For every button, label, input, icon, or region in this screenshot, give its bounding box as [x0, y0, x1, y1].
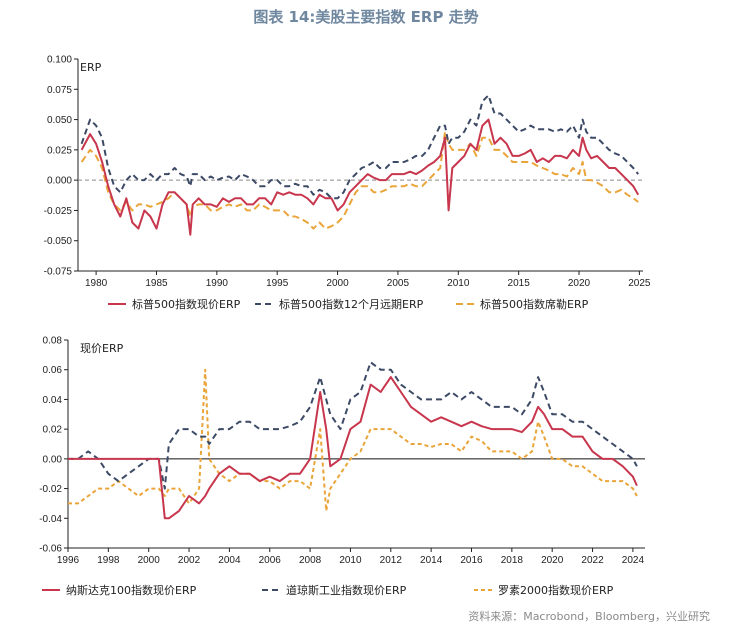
figure-title: 图表 14:美股主要指数 ERP 走势: [253, 8, 479, 26]
x-tick-label: 2015: [508, 278, 531, 289]
y-tick-label: 0.00: [43, 454, 63, 465]
x-tick-label: 2010: [447, 278, 470, 289]
x-tick-label: 2025: [628, 278, 651, 289]
x-tick-label: 1980: [85, 278, 108, 289]
y-axis-label: ERP: [80, 61, 102, 74]
x-tick-label: 2002: [178, 555, 201, 566]
legend-label: 标普500指数席勒ERP: [480, 297, 589, 311]
series-line-3: [68, 368, 638, 512]
x-tick-label: 2014: [420, 555, 443, 566]
legend-label: 标普500指数12个月远期ERP: [279, 297, 424, 311]
x-tick-label: 1996: [57, 555, 80, 566]
x-tick-label: 1995: [266, 278, 289, 289]
y-tick-label: -0.04: [39, 514, 62, 525]
x-tick-label: 2004: [218, 555, 241, 566]
y-tick-label: -0.06: [39, 544, 62, 555]
y-tick-label: 0.025: [47, 145, 72, 156]
y-tick-label: 0.000: [47, 176, 72, 187]
y-tick-label: 0.08: [43, 336, 63, 347]
x-tick-label: 2024: [622, 555, 645, 566]
y-tick-label: -0.025: [44, 206, 73, 217]
x-tick-label: 2016: [460, 555, 483, 566]
y-tick-label: 0.02: [43, 425, 63, 436]
x-tick-label: 2010: [339, 555, 362, 566]
series-line-2: [80, 94, 639, 200]
x-tick-label: 1985: [145, 278, 168, 289]
y-tick-label: 0.050: [47, 115, 72, 126]
x-tick-label: 2000: [326, 278, 349, 289]
y-tick-label: 0.06: [43, 365, 63, 376]
x-tick-label: 2005: [387, 278, 410, 289]
x-tick-label: 2020: [568, 278, 591, 289]
legend-label: 纳斯达克100指数现价ERP: [66, 583, 197, 597]
y-tick-label: 0.04: [43, 395, 63, 406]
x-tick-label: 2012: [380, 555, 403, 566]
series-line-1: [68, 376, 638, 520]
x-tick-label: 2000: [138, 555, 161, 566]
legend-label: 标普500指数现价ERP: [132, 297, 241, 311]
x-tick-label: 1990: [206, 278, 229, 289]
y-tick-label: -0.050: [44, 236, 73, 247]
legend-label: 罗素2000指数现价ERP: [498, 583, 614, 597]
y-tick-label: 0.100: [47, 55, 72, 66]
x-tick-label: 2008: [299, 555, 322, 566]
source-note: 资料来源：Macrobond，Bloomberg，兴业研究: [468, 610, 710, 623]
y-axis-label: 现价ERP: [80, 342, 124, 355]
x-tick-label: 2020: [541, 555, 564, 566]
x-tick-label: 2022: [581, 555, 604, 566]
y-tick-label: -0.075: [44, 267, 73, 278]
chart-1: 0.100 0.075 0.050 0.025 0.000 -0.025 -0.050 -0.…: [44, 55, 651, 312]
series-line-3: [80, 130, 639, 230]
series-line-1: [80, 118, 640, 236]
x-tick-label: 2018: [501, 555, 524, 566]
legend-label: 道琼斯工业指数现价ERP: [286, 583, 407, 597]
series-line-2: [68, 361, 638, 490]
x-tick-label: 1998: [97, 555, 120, 566]
y-tick-label: 0.075: [47, 85, 72, 96]
x-tick-label: 2006: [259, 555, 282, 566]
y-tick-label: -0.02: [39, 484, 62, 495]
